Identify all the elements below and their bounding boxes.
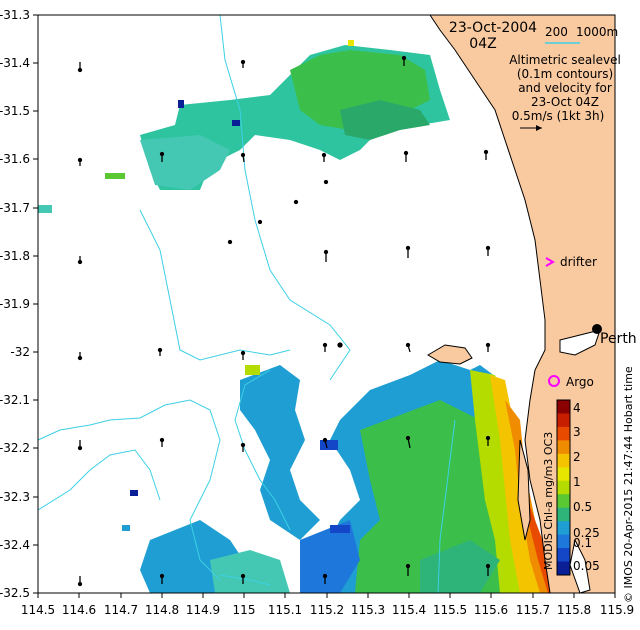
x-tick-label: 114.7 xyxy=(104,603,138,617)
colorbar-swatch xyxy=(557,521,570,536)
colorbar-swatch xyxy=(557,480,570,495)
colorbar-label: MODIS Chl-a mg/m3 OC3 xyxy=(542,432,555,570)
x-tick-label: 115.2 xyxy=(310,603,344,617)
depth-200-label: 200 xyxy=(545,25,568,39)
y-tick-label: -31.8 xyxy=(0,249,30,263)
y-tick-label: -32.2 xyxy=(0,441,30,455)
x-tick-label: 115 xyxy=(233,603,256,617)
y-tick-label: -31.5 xyxy=(0,104,30,118)
colorbar-swatch xyxy=(557,494,570,509)
x-tick-label: 114.9 xyxy=(186,603,220,617)
x-tick-label: 115.7 xyxy=(516,603,550,617)
colorbar-frame xyxy=(556,399,571,576)
x-tick-label: 114.8 xyxy=(145,603,179,617)
colorbar-swatch xyxy=(557,413,570,428)
x-tick-label: 115.1 xyxy=(268,603,302,617)
colorbar-swatch xyxy=(557,400,570,414)
x-tick-label: 115.9 xyxy=(600,603,634,617)
colorbar-swatch xyxy=(557,548,570,563)
colorbar-tick-label: 1 xyxy=(573,475,581,489)
x-tick-label: 115.6 xyxy=(474,603,508,617)
colorbar-swatch xyxy=(557,507,570,522)
x-tick-label: 115.3 xyxy=(351,603,385,617)
sealevel-contours xyxy=(37,14,456,594)
x-tick-label: 114.6 xyxy=(62,603,96,617)
perth-dot xyxy=(592,324,602,334)
drifter-label: drifter xyxy=(560,255,597,269)
colorbar xyxy=(557,400,570,576)
y-tick-label: -31.7 xyxy=(0,201,30,215)
y-tick-label: -32.3 xyxy=(0,490,30,504)
x-tick-label: 115.8 xyxy=(557,603,591,617)
y-tick-label: -32.4 xyxy=(0,538,30,552)
colorbar-tick-label: 2 xyxy=(573,450,581,464)
peel-inlet xyxy=(569,538,591,594)
colorbar-swatch xyxy=(557,534,570,549)
colorbar-swatch xyxy=(557,561,570,576)
garden-island xyxy=(517,439,531,541)
colorbar-tick-label: 0.1 xyxy=(573,536,592,550)
note-line: 0.5m/s (1kt 3h) xyxy=(512,109,605,123)
colorbar-tick-labels: 4 3 2 1 0.5 0.25 0.1 0.05 xyxy=(573,401,600,573)
velocity-scale-arrow xyxy=(520,125,542,131)
argo-marker xyxy=(548,375,560,387)
swan-river xyxy=(559,329,601,356)
x-tick-label: 115.5 xyxy=(433,603,467,617)
y-ticks xyxy=(33,14,38,594)
x-tick-labels: 114.5 114.6 114.7 114.8 114.9 115 115.1 … xyxy=(21,603,634,617)
y-tick-label: -32 xyxy=(10,345,30,359)
colorbar-tick-label: 4 xyxy=(573,401,581,415)
rottnest-island xyxy=(427,344,473,365)
note-line: and velocity for xyxy=(518,81,612,95)
y-tick-label: -31.9 xyxy=(0,297,30,311)
colorbar-swatch xyxy=(557,453,570,468)
note-line: (0.1m contours) xyxy=(517,67,613,81)
y-tick-label: -31.4 xyxy=(0,56,30,70)
depth-1000-label: 1000m xyxy=(576,25,618,39)
note-line: Altimetric sealevel xyxy=(509,53,621,67)
y-tick-label: -32.1 xyxy=(0,393,30,407)
colorbar-tick-label: 0.25 xyxy=(573,526,600,540)
y-tick-labels: -31.3 -31.4 -31.5 -31.6 -31.7 -31.8 -31.… xyxy=(0,8,30,600)
colorbar-swatch xyxy=(557,440,570,455)
y-tick-label: -31.3 xyxy=(0,8,30,22)
x-tick-label: 115.4 xyxy=(392,603,426,617)
time-label: 04Z xyxy=(469,36,496,52)
date-label: 23-Oct-2004 xyxy=(449,20,537,36)
y-tick-label: -31.6 xyxy=(0,152,30,166)
x-tick-label: 114.5 xyxy=(21,603,55,617)
argo-label: Argo xyxy=(566,375,594,389)
chlorophyll-field xyxy=(38,40,555,593)
x-ticks xyxy=(37,593,616,598)
colorbar-swatch xyxy=(557,467,570,482)
colorbar-tick-label: 0.05 xyxy=(573,559,600,573)
note-line: 23-Oct 04Z xyxy=(531,95,599,109)
colorbar-tick-label: 0.5 xyxy=(573,500,592,514)
y-tick-label: -32.5 xyxy=(0,586,30,600)
perth-label: Perth xyxy=(600,331,637,347)
colorbar-tick-label: 3 xyxy=(573,425,581,439)
drifter-marker: drifter xyxy=(545,255,597,269)
credit-label: © IMOS 20-Apr-2015 21:47:44 Hobart time xyxy=(622,366,635,603)
colorbar-swatch xyxy=(557,426,570,441)
velocity-arrows xyxy=(77,55,491,587)
sealevel-note: Altimetric sealevel (0.1m contours) and … xyxy=(509,53,621,123)
